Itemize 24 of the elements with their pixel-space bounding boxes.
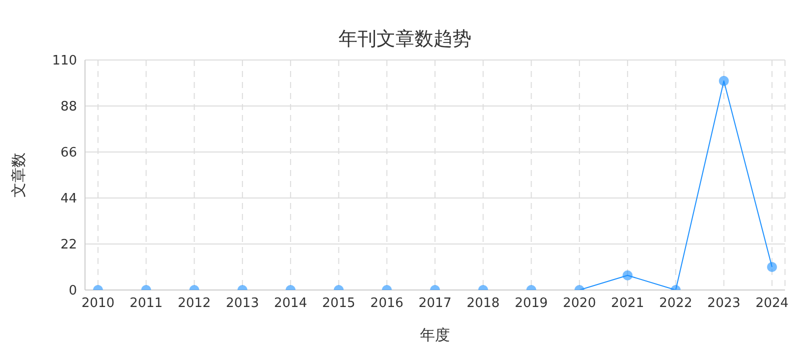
y-tick-label: 66	[60, 146, 77, 161]
x-tick-label: 2015	[322, 296, 356, 312]
x-tick-label: 2013	[226, 296, 259, 312]
x-tick-label: 2024	[755, 296, 789, 312]
y-tick-label: 0	[68, 284, 77, 299]
x-tick-label: 2018	[466, 296, 500, 312]
y-tick-label: 88	[60, 100, 77, 115]
y-tick-label: 44	[60, 192, 77, 207]
x-tick-label: 2016	[370, 296, 404, 312]
x-axis-title: 年度	[420, 326, 450, 344]
y-tick-label: 110	[52, 54, 77, 69]
x-tick-label: 2022	[659, 296, 692, 312]
x-tick-label: 2017	[418, 296, 452, 312]
x-tick-label: 2014	[274, 296, 308, 312]
x-tick-label: 2011	[130, 296, 163, 312]
x-tick-label: 2020	[562, 296, 596, 312]
x-tick-label: 2010	[81, 296, 115, 312]
y-tick-label: 22	[60, 238, 77, 253]
y-axis-title: 文章数	[9, 152, 28, 198]
x-tick-label: 2023	[707, 296, 740, 312]
x-tick-label: 2021	[611, 296, 644, 312]
x-tick-label: 2019	[514, 296, 548, 312]
x-tick-label: 2012	[178, 296, 211, 312]
chart-title: 年刊文章数趋势	[338, 27, 472, 52]
